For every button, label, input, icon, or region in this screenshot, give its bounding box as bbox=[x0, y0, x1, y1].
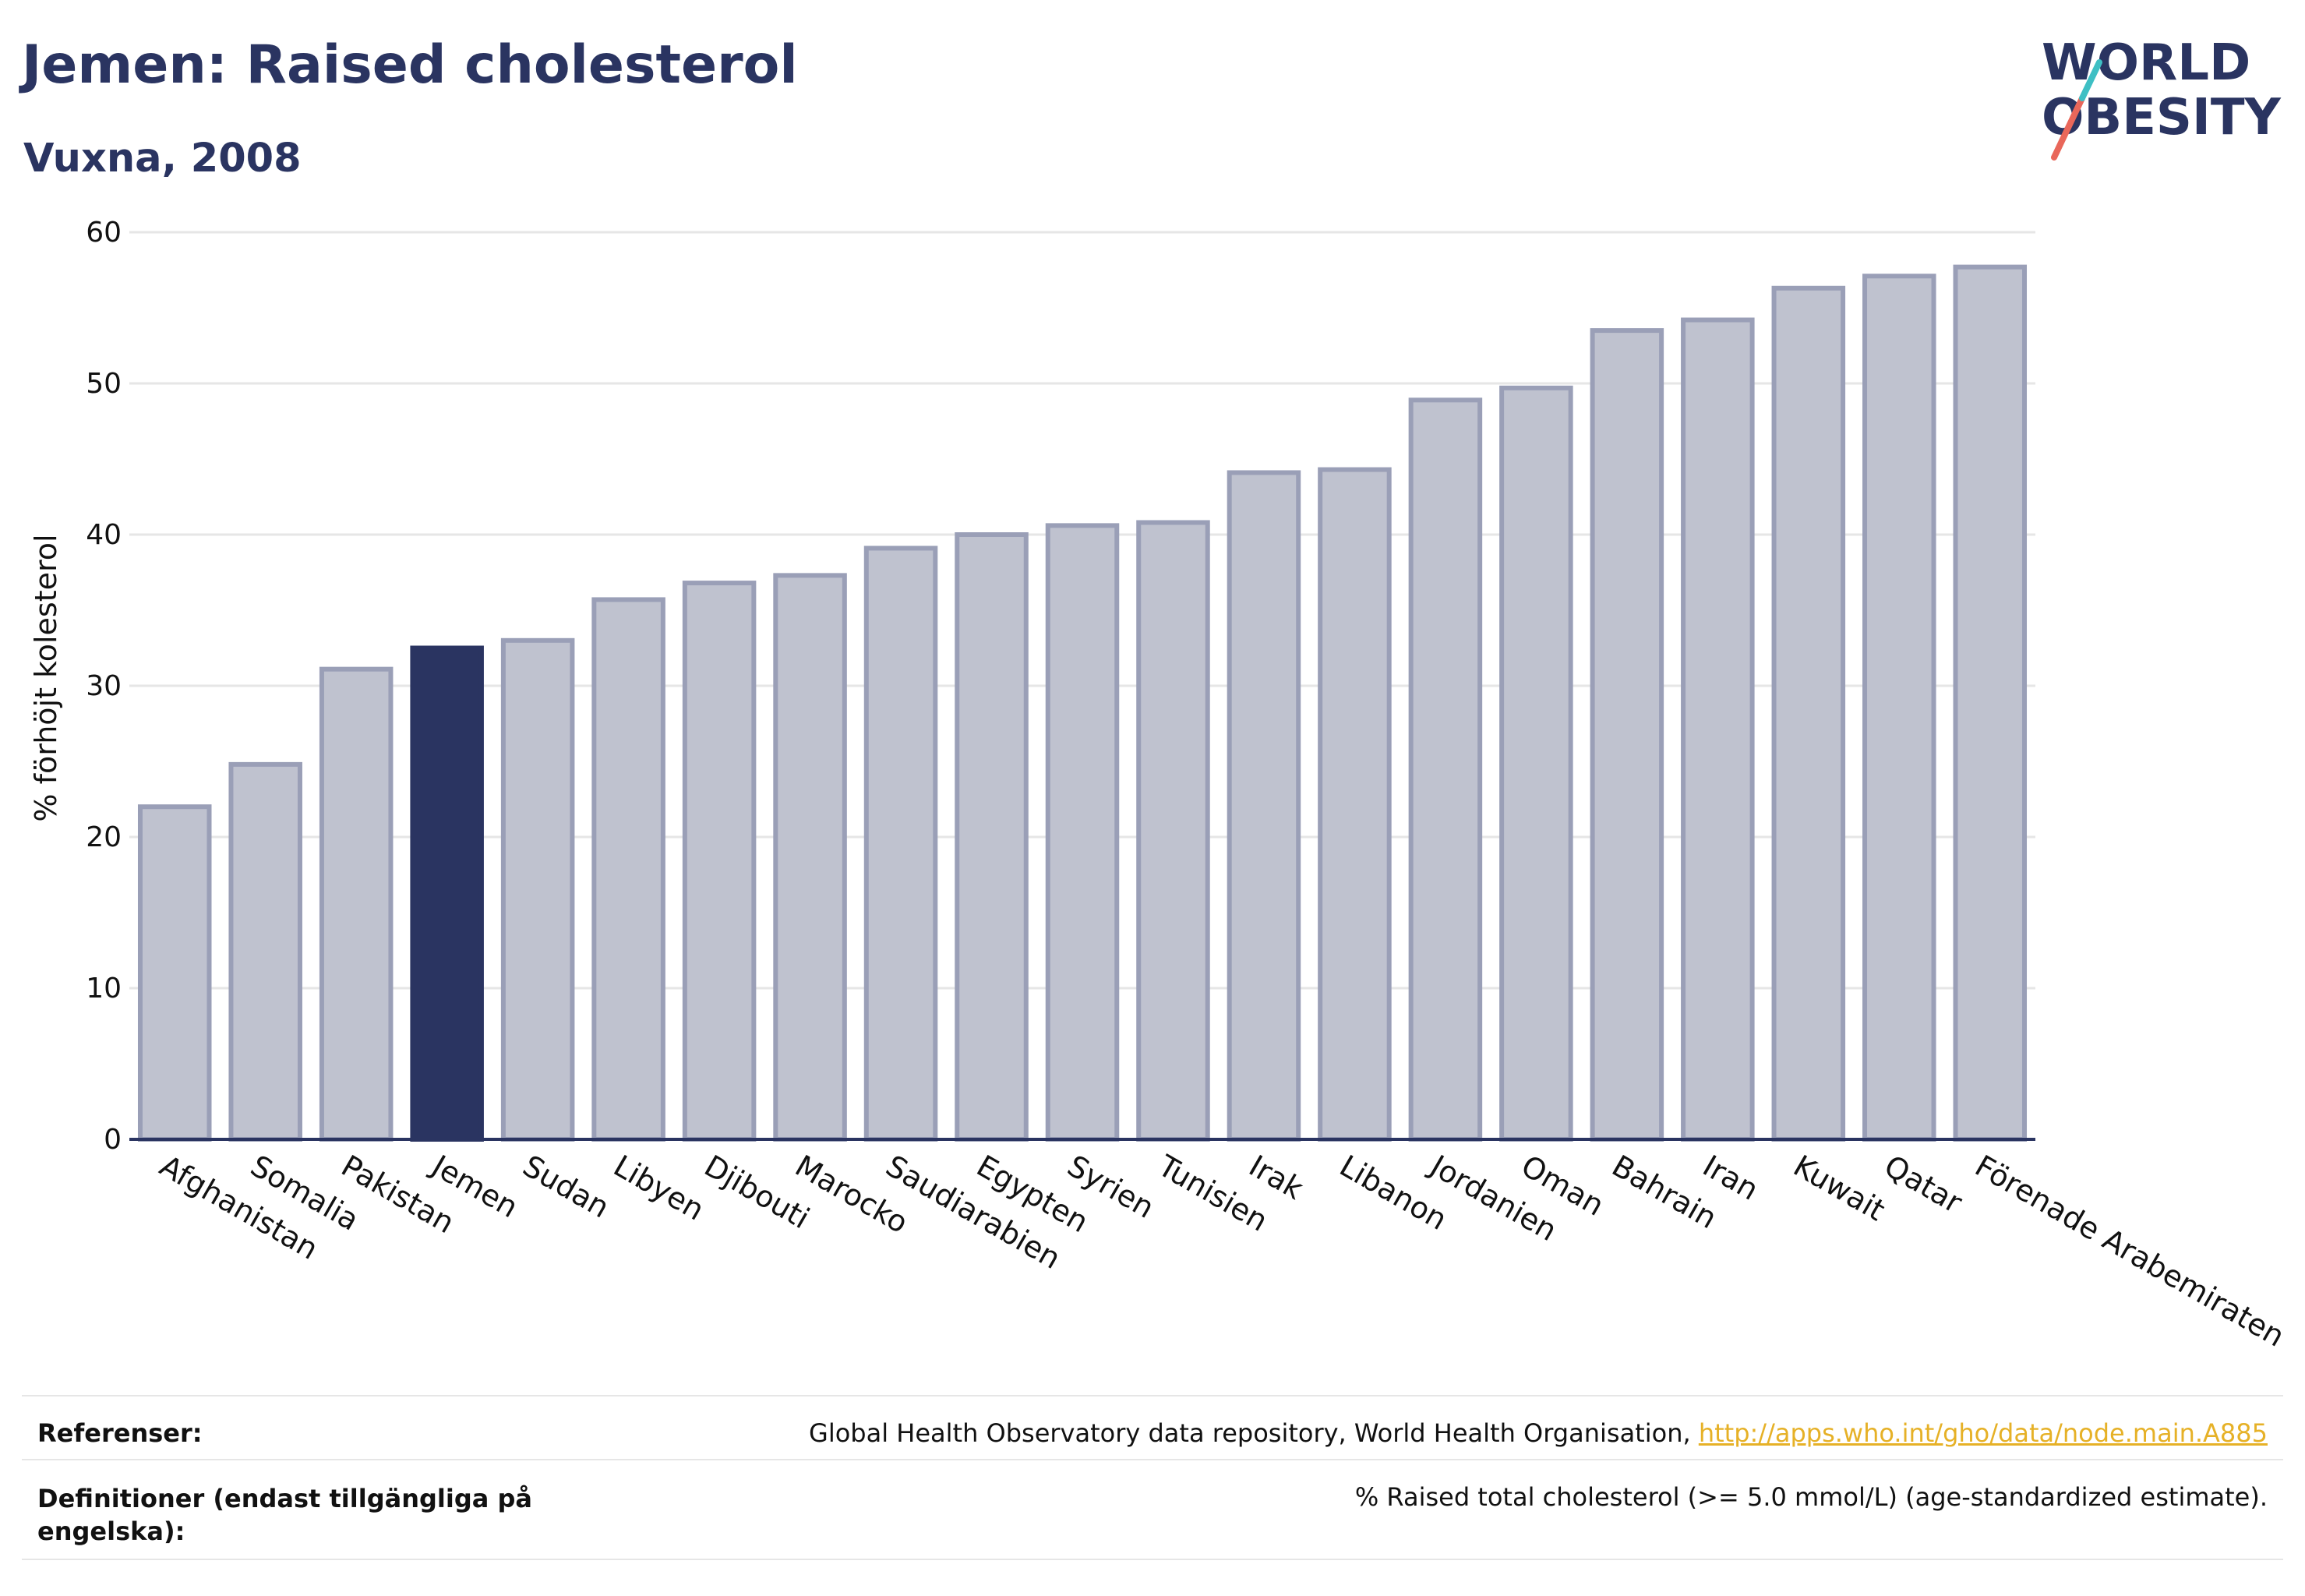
bar bbox=[773, 573, 847, 1142]
x-tick-label: Libyen bbox=[608, 1149, 710, 1227]
bar bbox=[682, 581, 757, 1142]
bar bbox=[137, 804, 212, 1142]
references-text: Global Health Observatory data repositor… bbox=[809, 1418, 1699, 1448]
x-axis-tick-labels: AfghanistanSomaliaPakistanJemenSudanLiby… bbox=[154, 1148, 2290, 1354]
y-tick-label: 10 bbox=[86, 973, 122, 1005]
definitions-value: % Raised total cholesterol (>= 5.0 mmol/… bbox=[1354, 1482, 2268, 1512]
logo-line1: WORLD bbox=[2042, 34, 2250, 92]
y-tick-label: 60 bbox=[86, 217, 122, 249]
definitions-label: Definitioner (endast tillgängliga på eng… bbox=[37, 1482, 532, 1548]
bar bbox=[1590, 328, 1664, 1142]
x-tick-label: Förenade Arabemiraten bbox=[1969, 1149, 2290, 1354]
chart-title: Jemen: Raised cholesterol bbox=[22, 34, 798, 96]
bar bbox=[1953, 264, 2028, 1142]
bar bbox=[1045, 523, 1120, 1142]
definitions-row: Definitioner (endast tillgängliga på eng… bbox=[22, 1459, 2283, 1560]
references-label: Referenser: bbox=[37, 1418, 203, 1448]
world-obesity-logo: WORLD OBESITY bbox=[2042, 34, 2281, 161]
chart-subtitle: Vuxna, 2008 bbox=[23, 136, 302, 182]
x-tick-label: Kuwait bbox=[1788, 1149, 1890, 1228]
bar bbox=[1771, 285, 1846, 1142]
definitions-label-line2: engelska): bbox=[37, 1517, 185, 1546]
references-value: Global Health Observatory data repositor… bbox=[809, 1418, 2268, 1448]
x-tick-label: Djibouti bbox=[699, 1149, 816, 1236]
bar bbox=[1499, 385, 1573, 1142]
bar bbox=[1408, 397, 1483, 1142]
bar bbox=[1318, 467, 1392, 1142]
y-axis-label: % förhöjt kolesterol bbox=[29, 534, 63, 821]
y-tick-label: 20 bbox=[86, 821, 122, 853]
y-tick-label: 30 bbox=[86, 670, 122, 702]
bar bbox=[591, 597, 665, 1142]
logo-slash-coral bbox=[2051, 95, 2085, 161]
y-tick-label: 0 bbox=[104, 1124, 122, 1156]
y-tick-label: 50 bbox=[86, 368, 122, 400]
definitions-label-line1: Definitioner (endast tillgängliga på bbox=[37, 1484, 532, 1513]
bar-highlighted bbox=[410, 645, 484, 1142]
y-tick-label: 40 bbox=[86, 519, 122, 551]
x-tick-label: Bahrain bbox=[1606, 1149, 1722, 1236]
bar bbox=[1681, 317, 1755, 1142]
bar bbox=[1136, 520, 1210, 1142]
logo-slash-teal bbox=[2079, 59, 2102, 101]
x-tick-label: Qatar bbox=[1879, 1149, 1968, 1220]
bar bbox=[319, 666, 394, 1142]
bar bbox=[1227, 470, 1301, 1142]
bar bbox=[1862, 274, 1936, 1142]
y-axis-tick-labels: 0 10 20 30 40 50 60 bbox=[86, 217, 122, 1156]
references-row: Referenser: Global Health Observatory da… bbox=[22, 1395, 2283, 1460]
bar bbox=[228, 761, 302, 1142]
references-link[interactable]: http://apps.who.int/gho/data/node.main.A… bbox=[1698, 1418, 2268, 1448]
bars bbox=[137, 264, 2028, 1142]
bar bbox=[863, 546, 938, 1142]
bar-chart: 0 10 20 30 40 50 60 AfghanistanSomaliaPakistan… bbox=[29, 217, 2290, 1354]
bar bbox=[500, 637, 575, 1142]
footer: Referenser: Global Health Observatory da… bbox=[22, 1395, 2283, 1560]
x-tick-label: Sudan bbox=[517, 1149, 616, 1225]
bar bbox=[955, 532, 1029, 1142]
